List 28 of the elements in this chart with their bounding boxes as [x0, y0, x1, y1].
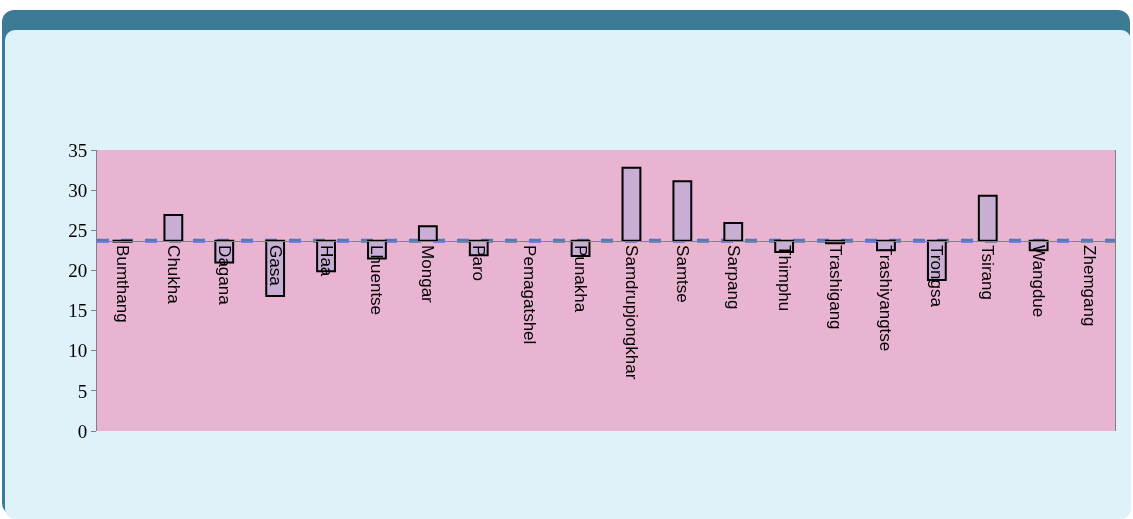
x-tick-label: Dagana — [214, 245, 234, 306]
x-tick-label: Pemagatshel — [520, 245, 540, 345]
x-tick-label: Samtse — [672, 245, 692, 303]
x-tick-label: Wangdue — [1029, 245, 1049, 318]
x-tick-label: Chukha — [163, 245, 183, 305]
y-tick-label: 10 — [68, 340, 88, 362]
y-tick-label: 30 — [68, 179, 88, 201]
x-tick-label: Bumthang — [112, 245, 132, 323]
x-tick-label: Trashigang — [825, 245, 845, 330]
y-tick-label: 0 — [77, 420, 88, 442]
y-tick-label: 5 — [77, 380, 88, 402]
x-tick-label: Samdrupjongkhar — [621, 245, 641, 380]
x-tick-label: Paro — [469, 245, 489, 282]
y-tick-label: 35 — [68, 139, 88, 161]
x-tick-label: Gasa — [265, 245, 285, 287]
x-tick-label: Lhuentse — [367, 245, 387, 316]
y-tick-label: 20 — [68, 260, 88, 282]
y-tick-label: 15 — [68, 300, 88, 322]
x-tick-label: Haa — [316, 245, 336, 277]
x-tick-label: Tsirang — [978, 245, 998, 300]
x-tick-label: Trongsa — [927, 245, 947, 308]
x-tick-label: Mongar — [418, 245, 438, 304]
x-tick-label: Sarpang — [723, 245, 743, 310]
x-tick-label: Thimphu — [774, 245, 794, 312]
y-tick-label: 25 — [68, 219, 88, 241]
x-tick-label: Zhemgang — [1080, 245, 1100, 327]
x-tick-label: Trashiyangtse — [876, 245, 896, 352]
x-tick-label: Punakha — [571, 245, 591, 313]
